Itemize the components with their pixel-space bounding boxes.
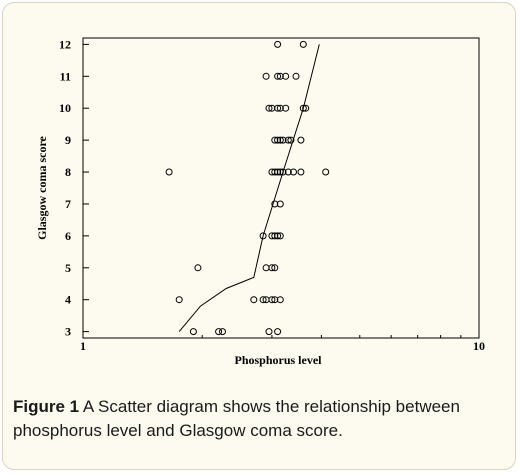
y-axis-title: Glasgow coma score [35,135,49,239]
data-point [284,136,292,144]
data-point [276,104,284,112]
caption-label: Figure 1 [13,397,80,416]
data-point [276,232,284,240]
data-point [265,328,273,336]
data-point [189,328,197,336]
data-point [194,264,202,272]
data-point [282,104,290,112]
data-point [165,168,173,176]
trend-line-group [178,44,320,332]
x-tick-label: 1 [80,339,86,353]
data-point [265,104,273,112]
data-points [165,40,330,336]
data-point [274,328,282,336]
data-point [274,40,282,48]
data-point [276,136,284,144]
y-tick-label: 8 [65,165,71,179]
data-point [276,168,284,176]
data-point [302,104,310,112]
x-axis-title: Phosphorus level [234,353,322,367]
y-tick-label: 9 [65,133,71,147]
data-point [271,264,279,272]
data-point [299,40,307,48]
caption-text: A Scatter diagram shows the relationship… [13,397,460,440]
y-tick-label: 5 [65,261,71,275]
data-point [297,136,305,144]
data-point [268,296,276,304]
data-point [279,168,287,176]
data-point [297,168,305,176]
data-point [299,104,307,112]
y-tick-label: 12 [59,37,71,51]
data-point [262,264,270,272]
y-axis: 3 4 5 6 7 8 9 10 11 12 [59,37,89,339]
data-point [292,72,300,80]
data-point [175,296,183,304]
y-tick-label: 11 [60,69,71,83]
y-tick-label: 10 [59,101,71,115]
data-point [276,72,284,80]
data-point [274,136,282,144]
data-point [268,264,276,272]
data-point [287,136,295,144]
data-point [276,296,284,304]
data-point [284,168,292,176]
data-point [322,168,330,176]
figure-caption: Figure 1 A Scatter diagram shows the rel… [13,395,503,443]
data-point [250,296,258,304]
data-point [274,104,282,112]
data-point [259,296,267,304]
x-axis: 1 10 [80,332,485,353]
data-point [274,168,282,176]
data-point [274,232,282,240]
x-tick-label: 10 [473,339,485,353]
y-tick-label: 3 [65,325,71,339]
figure-panel: 3 4 5 6 7 8 9 10 11 12 1 10 Phosphorus level Glasg… [2,2,516,470]
data-point [215,328,223,336]
data-point [279,136,287,144]
data-point [259,232,267,240]
scatter-chart: 3 4 5 6 7 8 9 10 11 12 1 10 Phosphorus level Glasg… [35,37,485,367]
trend-line [178,44,320,332]
data-point [282,72,290,80]
plot-frame [82,37,480,339]
data-point [274,72,282,80]
y-tick-label: 6 [65,229,71,243]
data-point [219,328,226,336]
data-point [290,168,297,176]
data-point [276,200,284,208]
y-tick-label: 7 [65,197,71,211]
data-point [262,72,270,80]
y-tick-label: 4 [65,293,71,307]
